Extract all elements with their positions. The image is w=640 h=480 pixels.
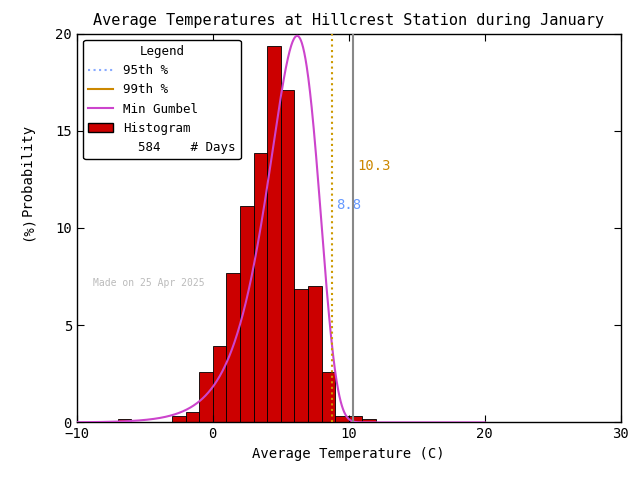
Bar bbox=[362, 419, 376, 422]
Title: Average Temperatures at Hillcrest Station during January: Average Temperatures at Hillcrest Statio… bbox=[93, 13, 604, 28]
Text: Made on 25 Apr 2025: Made on 25 Apr 2025 bbox=[93, 278, 205, 288]
Text: 8.8: 8.8 bbox=[337, 198, 362, 212]
Bar bbox=[335, 416, 349, 422]
Bar bbox=[308, 286, 322, 422]
Bar bbox=[199, 372, 212, 422]
Text: Probability: Probability bbox=[21, 124, 35, 216]
Bar bbox=[253, 153, 268, 422]
Bar bbox=[268, 46, 281, 422]
Bar bbox=[118, 419, 131, 422]
Bar bbox=[227, 273, 240, 422]
Bar bbox=[294, 289, 308, 422]
Bar bbox=[212, 346, 227, 422]
Bar bbox=[349, 416, 362, 422]
Text: (%): (%) bbox=[21, 216, 35, 240]
X-axis label: Average Temperature (C): Average Temperature (C) bbox=[253, 447, 445, 461]
Bar bbox=[186, 412, 199, 422]
Bar bbox=[281, 90, 294, 422]
Legend: 95th %, 99th %, Min Gumbel, Histogram,   584    # Days: 95th %, 99th %, Min Gumbel, Histogram, 5… bbox=[83, 40, 241, 159]
Text: 10.3: 10.3 bbox=[357, 159, 390, 173]
Bar bbox=[172, 416, 186, 422]
Bar bbox=[322, 372, 335, 422]
Bar bbox=[240, 206, 253, 422]
